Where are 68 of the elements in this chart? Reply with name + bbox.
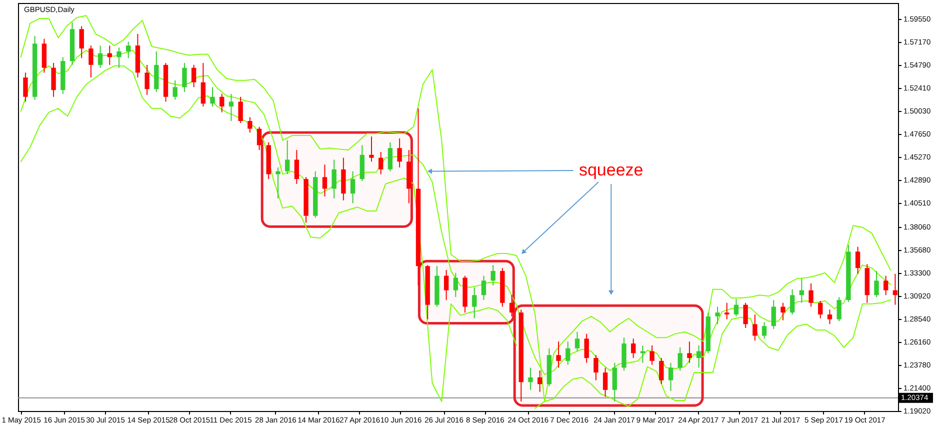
- candlestick: [228, 93, 234, 122]
- candlestick: [472, 286, 477, 319]
- candlestick: [678, 346, 682, 372]
- candlestick: [509, 294, 514, 317]
- candlestick: [350, 170, 356, 204]
- candlestick: [771, 299, 776, 330]
- candlestick: [855, 246, 860, 274]
- candlestick: [836, 296, 842, 322]
- candlestick: [762, 322, 767, 340]
- candlestick: [210, 86, 215, 107]
- candlestick: [743, 302, 748, 329]
- candlestick: [696, 344, 702, 368]
- candlestick: [734, 298, 739, 317]
- candlestick: [481, 275, 486, 300]
- candlestick: [191, 64, 196, 88]
- candlestick: [602, 367, 608, 398]
- candlestick: [98, 45, 103, 68]
- candlestick: [51, 62, 56, 98]
- candlestick: [884, 275, 888, 296]
- candlestick: [808, 283, 814, 308]
- candlestick: [631, 338, 636, 358]
- candlestick: [687, 341, 692, 364]
- candlestick: [220, 93, 224, 113]
- candlestick: [256, 126, 262, 151]
- candlestick: [453, 272, 458, 298]
- candlestick: [23, 72, 28, 102]
- candlestick: [556, 341, 561, 368]
- candlestick: [874, 270, 879, 298]
- candlestick: [594, 354, 598, 381]
- candlestick: [780, 302, 786, 321]
- candlestick: [144, 64, 150, 96]
- candlestick: [650, 344, 654, 366]
- candlestick: [238, 96, 243, 124]
- candlestick: [584, 333, 589, 364]
- candlestick: [397, 138, 402, 168]
- candlestick: [818, 300, 823, 319]
- candlestick: [182, 62, 187, 92]
- candlestick: [752, 314, 758, 342]
- candlestick: [284, 140, 290, 175]
- candlestick: [566, 341, 570, 366]
- candlestick: [276, 166, 280, 199]
- candlestick: [490, 264, 496, 286]
- candlestick: [294, 150, 300, 184]
- candlestick: [79, 26, 84, 59]
- annotation: squeeze: [578, 160, 644, 180]
- candlestick: [332, 159, 336, 199]
- candlestick: [126, 41, 131, 59]
- candlestick: [200, 62, 206, 107]
- candlestick: [322, 164, 328, 197]
- candlestick: [790, 288, 795, 315]
- candlestick: [724, 302, 730, 320]
- candlestick: [88, 45, 94, 78]
- candlestick: [172, 80, 178, 100]
- candlestick: [248, 116, 252, 134]
- candlestick: [537, 370, 542, 392]
- candlestick: [659, 357, 664, 385]
- candlestick: [378, 151, 384, 175]
- candlestick: [640, 344, 646, 364]
- candlestick: [444, 269, 449, 300]
- candlestick: [528, 367, 533, 390]
- candlestick: [827, 309, 832, 325]
- candlestick: [116, 46, 122, 68]
- candlestick: [715, 306, 720, 325]
- candlestick: [612, 362, 617, 402]
- candlestick: [668, 362, 674, 392]
- candlestick: [388, 142, 393, 172]
- candlestick: [574, 331, 580, 352]
- candlestick: [369, 136, 374, 162]
